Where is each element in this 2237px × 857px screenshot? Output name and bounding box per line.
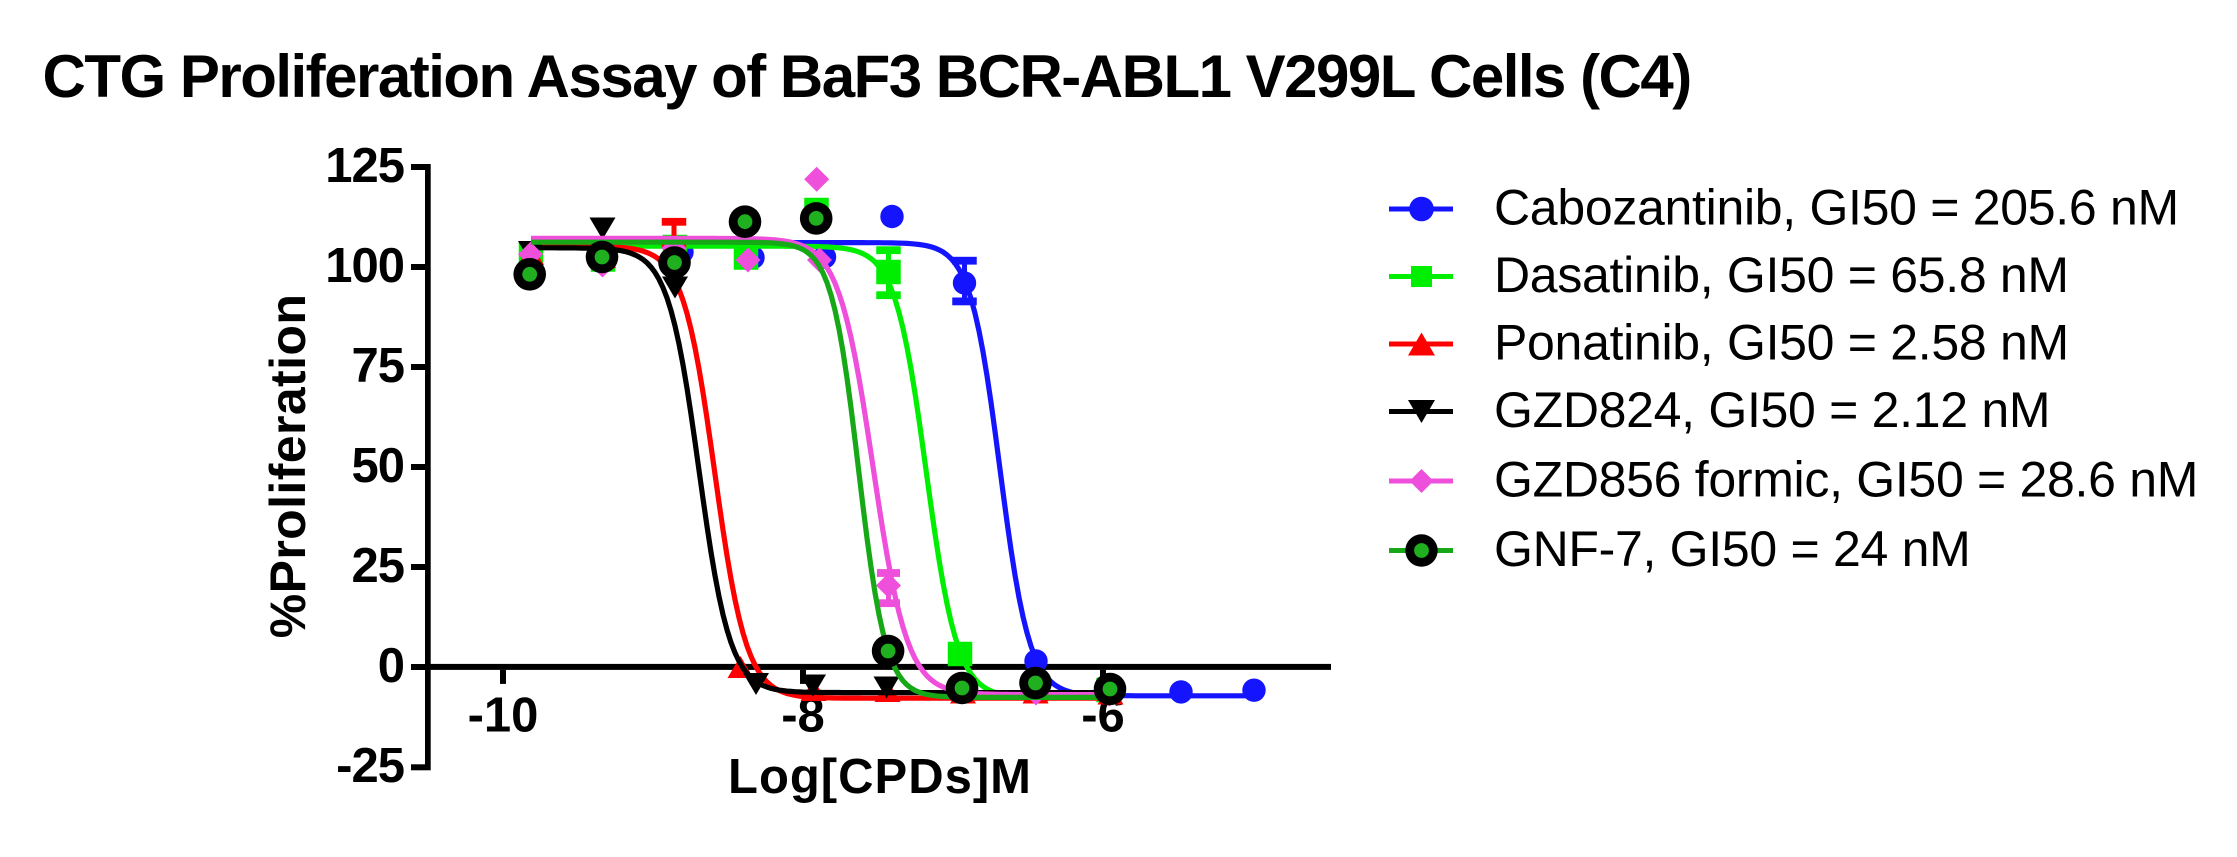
svg-text:%Proliferation: %Proliferation — [260, 294, 316, 639]
svg-text:0: 0 — [378, 639, 404, 693]
svg-text:GNF-7, GI50 = 24 nM: GNF-7, GI50 = 24 nM — [1494, 521, 1970, 577]
svg-text:GZD856 formic, GI50 = 28.6 nM: GZD856 formic, GI50 = 28.6 nM — [1494, 452, 2198, 508]
svg-text:GZD824, GI50 = 2.12 nM: GZD824, GI50 = 2.12 nM — [1494, 382, 2050, 438]
svg-text:75: 75 — [351, 339, 404, 393]
svg-text:50: 50 — [351, 439, 404, 493]
svg-text:25: 25 — [351, 539, 404, 593]
svg-text:-10: -10 — [468, 689, 539, 743]
svg-text:Ponatinib, GI50 = 2.58 nM: Ponatinib, GI50 = 2.58 nM — [1494, 315, 2069, 371]
svg-text:CTG Proliferation Assay of BaF: CTG Proliferation Assay of BaF3 BCR-ABL1… — [43, 43, 1691, 110]
svg-text:100: 100 — [325, 239, 404, 293]
svg-text:Cabozantinib, GI50 = 205.6 nM: Cabozantinib, GI50 = 205.6 nM — [1494, 180, 2179, 236]
svg-text:Dasatinib, GI50 = 65.8 nM: Dasatinib, GI50 = 65.8 nM — [1494, 247, 2069, 303]
svg-text:125: 125 — [325, 139, 404, 193]
svg-text:-25: -25 — [336, 739, 404, 793]
svg-text:Log[CPDs]M: Log[CPDs]M — [728, 750, 1032, 804]
